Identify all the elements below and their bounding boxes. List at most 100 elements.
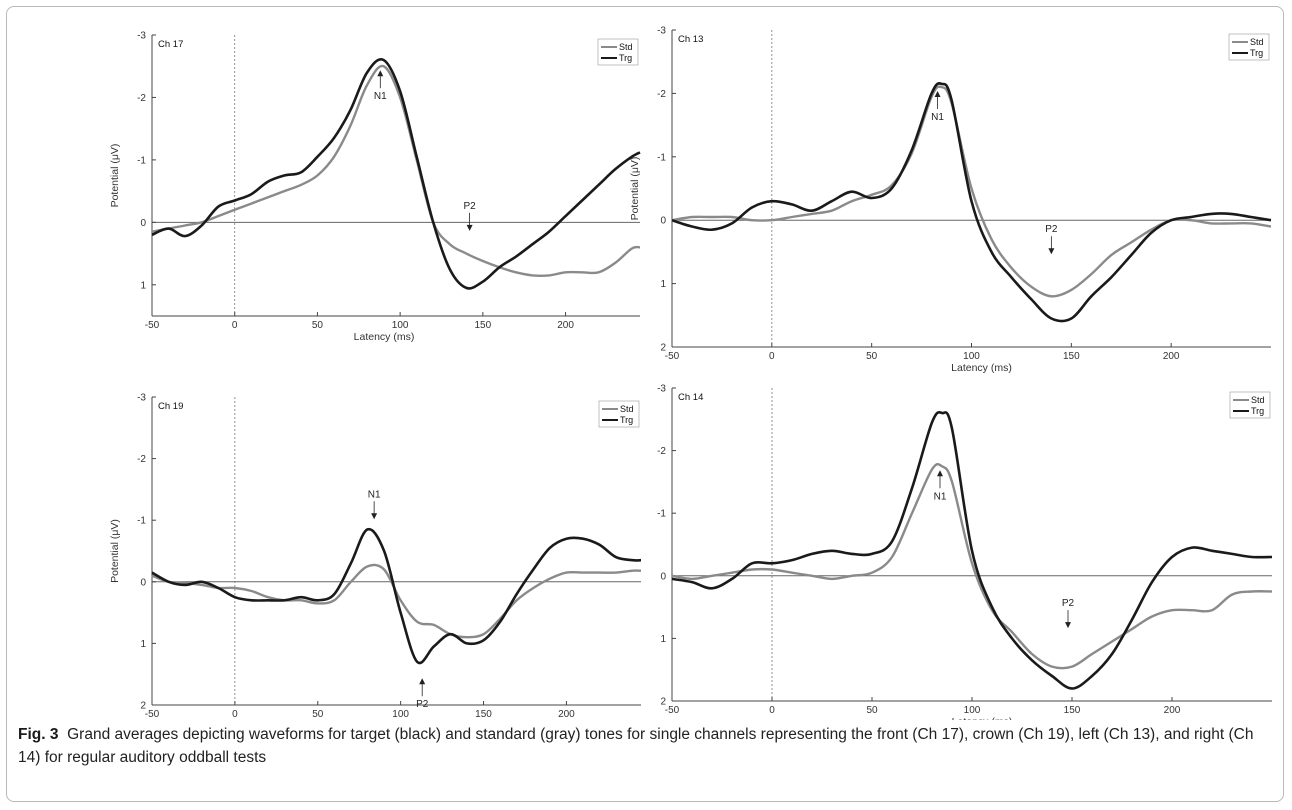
series-line-std [151,563,642,639]
series-line-std [151,64,641,277]
annotation-arrowhead [937,470,943,477]
annotation-arrowhead [934,91,941,98]
caption-label: Fig. 3 [18,726,59,743]
x-axis-label: Latency (ms) [354,331,415,343]
y-tick-label: 0 [140,218,146,229]
y-tick-label: -3 [137,31,146,42]
y-tick-label: -2 [657,446,666,457]
y-tick-label: 2 [660,697,666,708]
series-line-std [671,462,1273,670]
x-tick-label: 50 [312,709,324,720]
y-tick-label: 1 [660,279,666,290]
x-tick-label: 150 [475,709,492,720]
series-line-trg [151,58,641,290]
panel-ch13: -50 0 50 100 150 200 -3 -2 -1 0 1 2 Latency (ms) Pote… [629,26,1272,374]
x-tick-label: 200 [558,709,575,720]
legend-entry: Std [619,42,633,52]
legend-entry: Trg [620,415,633,425]
series-line-std [671,85,1272,298]
x-tick-label: 200 [1164,705,1181,716]
annotation-label: N1 [368,489,381,500]
y-tick-label: -3 [137,393,146,404]
x-tick-label: 0 [769,705,775,716]
y-tick-label: 0 [140,577,146,588]
x-tick-label: 50 [312,320,324,331]
y-tick-label: -1 [137,516,146,527]
x-tick-label: -50 [145,709,160,720]
x-tick-label: 150 [1063,351,1080,362]
y-axis-label: Potential (μV) [109,144,121,208]
figure-frame [6,6,1284,802]
legend-entry: Std [620,404,634,414]
annotation-label: N1 [934,491,947,502]
annotation-arrowhead [419,678,426,685]
x-tick-label: -50 [665,705,680,716]
annotation-arrowhead [1048,248,1055,255]
panel-ch14: -50 0 50 100 150 200 -3 -2 -1 0 1 2 Latency (ms) Ch 1… [657,384,1273,720]
panel-ch17: -50 0 50 100 150 200 -3 -2 -1 0 1 Latency (ms) Poten… [109,31,641,343]
x-tick-label: 0 [232,320,238,331]
channel-label: Ch 14 [678,392,703,403]
figure-caption: Fig. 3 Grand averages depicting waveform… [18,723,1268,769]
y-tick-label: -3 [657,384,666,395]
legend-box [1229,391,1271,419]
x-tick-label: 200 [1163,351,1180,362]
y-tick-label: -2 [137,93,146,104]
x-tick-label: 100 [392,709,409,720]
annotation-label: N1 [374,91,387,102]
annotation-arrowhead [1065,622,1071,629]
legend-entry: Trg [1250,48,1263,58]
annotation-label: P2 [1062,598,1075,609]
x-tick-label: -50 [145,320,160,331]
y-tick-label: 0 [660,571,666,582]
x-tick-label: 150 [1064,705,1081,716]
annotation-arrowhead [371,513,378,520]
legend-box [1228,33,1270,61]
series-line-trg [671,82,1272,323]
x-tick-label: 0 [232,709,238,720]
y-tick-label: 2 [140,701,146,712]
annotation-arrowhead [377,70,384,77]
x-tick-label: 100 [963,351,980,362]
annotation-label: P2 [416,699,429,710]
annotation-label: P2 [1045,224,1058,235]
x-tick-label: 150 [475,320,492,331]
y-tick-label: -1 [137,155,146,166]
legend-box [598,400,640,428]
y-tick-label: 1 [140,280,146,291]
y-tick-label: -3 [657,26,666,37]
x-axis-label: Latency (ms) [951,362,1012,374]
x-tick-label: 0 [769,351,775,362]
legend-entry: Std [1251,395,1265,405]
y-tick-label: 1 [140,639,146,650]
x-axis-label: Latency (ms) [952,716,1013,720]
channel-label: Ch 19 [158,401,183,412]
annotation-label: N1 [931,112,944,123]
y-axis-label: Potential (μV) [109,519,121,583]
x-tick-label: -50 [665,351,680,362]
y-tick-label: -1 [657,152,666,163]
annotation-arrowhead [466,224,473,231]
series-line-trg [671,410,1273,690]
x-tick-label: 50 [866,351,878,362]
series-line-trg [151,527,642,665]
y-tick-label: 1 [660,634,666,645]
y-tick-label: -1 [657,509,666,520]
y-tick-label: -2 [137,454,146,465]
x-tick-label: 100 [392,320,409,331]
y-tick-label: -2 [657,89,666,100]
x-tick-label: 50 [866,705,878,716]
channel-label: Ch 17 [158,39,183,50]
x-tick-label: 100 [964,705,981,716]
x-tick-label: 200 [557,320,574,331]
y-axis-label: Potential (μV) [629,157,641,221]
y-tick-label: 2 [660,343,666,354]
legend-box [597,38,639,66]
y-tick-label: 0 [660,216,666,227]
legend-entry: Std [1250,37,1264,47]
annotation-label: P2 [463,201,476,212]
channel-label: Ch 13 [678,34,703,45]
legend-entry: Trg [1251,406,1264,416]
